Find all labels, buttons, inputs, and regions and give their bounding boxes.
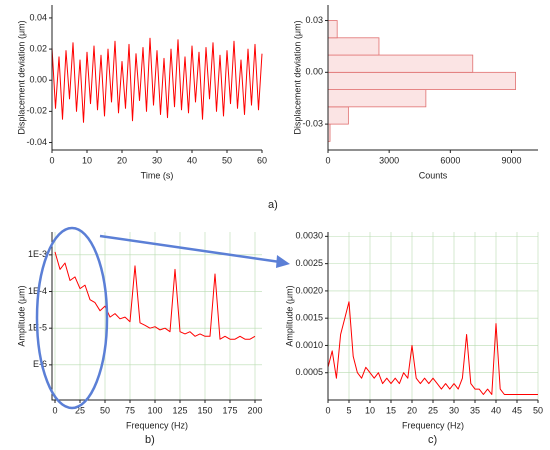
y-axis-label: Displacement deviation (μm) xyxy=(292,20,302,134)
x-axis-label: Frequency (Hz) xyxy=(126,420,188,430)
x-tick-label: 45 xyxy=(512,405,522,415)
y-tick-label: 0.0015 xyxy=(295,313,323,323)
x-tick-label: 10 xyxy=(82,155,92,165)
x-tick-label: 150 xyxy=(197,405,212,415)
y-tick-label: 0.00 xyxy=(29,75,47,85)
histogram-bar xyxy=(327,71,516,90)
y-tick-label: 0.00 xyxy=(305,67,323,77)
y-tick-label: E-6 xyxy=(33,359,47,369)
x-tick-label: 25 xyxy=(428,405,438,415)
y-tick-label: 1E-3 xyxy=(28,249,47,259)
histogram-bar xyxy=(327,89,427,108)
histogram-bar xyxy=(327,37,380,56)
x-tick-label: 25 xyxy=(75,405,85,415)
y-tick-label: 0.0020 xyxy=(295,285,323,295)
x-tick-label: 50 xyxy=(222,155,232,165)
x-tick-label: 6000 xyxy=(440,155,460,165)
x-tick-label: 5 xyxy=(346,405,351,415)
x-tick-label: 15 xyxy=(386,405,396,415)
y-tick-label: 0.03 xyxy=(305,15,323,25)
x-tick-label: 35 xyxy=(470,405,480,415)
x-tick-label: 9000 xyxy=(501,155,521,165)
x-tick-label: 40 xyxy=(187,155,197,165)
line-series xyxy=(54,251,256,340)
x-tick-label: 20 xyxy=(407,405,417,415)
panel-label: a) xyxy=(268,199,278,211)
y-tick-label: 0.0030 xyxy=(295,231,323,241)
x-tick-label: 50 xyxy=(533,405,543,415)
x-tick-label: 50 xyxy=(100,405,110,415)
x-tick-label: 100 xyxy=(147,405,162,415)
x-tick-label: 125 xyxy=(172,405,187,415)
line-series xyxy=(51,37,263,123)
y-tick-label: 0.02 xyxy=(29,43,47,53)
x-tick-label: 3000 xyxy=(379,155,399,165)
x-axis-label: Frequency (Hz) xyxy=(402,420,464,430)
x-tick-label: 30 xyxy=(152,155,162,165)
x-tick-label: 0 xyxy=(325,155,330,165)
y-axis-label: Amplitude (μm) xyxy=(284,285,294,346)
y-axis-label: Amplitude (μm) xyxy=(16,285,26,346)
histogram-bar xyxy=(327,20,338,39)
panel-label: b) xyxy=(145,434,155,446)
x-tick-label: 40 xyxy=(491,405,501,415)
axis-frame xyxy=(51,232,262,401)
x-tick-label: 0 xyxy=(52,405,57,415)
x-axis-label: Time (s) xyxy=(141,170,174,180)
x-tick-label: 75 xyxy=(125,405,135,415)
y-tick-label: -0.02 xyxy=(26,106,47,116)
y-tick-label: 0.0010 xyxy=(295,340,323,350)
y-tick-label: -0.03 xyxy=(302,118,323,128)
x-tick-label: 30 xyxy=(449,405,459,415)
axis-frame xyxy=(51,5,262,151)
panel-label: c) xyxy=(428,434,437,446)
y-tick-label: 0.0005 xyxy=(295,367,323,377)
y-tick-label: 0.04 xyxy=(29,12,47,22)
zoom-arrow xyxy=(99,234,281,264)
x-tick-label: 175 xyxy=(222,405,237,415)
x-tick-label: 10 xyxy=(365,405,375,415)
x-tick-label: 0 xyxy=(49,155,54,165)
highlight-ellipse xyxy=(35,226,109,410)
zoom-arrow-head xyxy=(276,255,290,268)
line-series xyxy=(327,301,538,395)
y-tick-label: 0.0025 xyxy=(295,258,323,268)
y-tick-label: -0.04 xyxy=(26,137,47,147)
y-axis-label: Displacement deviation (μm) xyxy=(16,20,26,134)
x-axis-label: Counts xyxy=(419,170,448,180)
x-tick-label: 200 xyxy=(247,405,262,415)
plots: 0 10 20 30 40 50 60-0.04-0.020.000.020.04Time … xyxy=(16,5,543,430)
x-tick-label: 60 xyxy=(257,155,267,165)
histogram-bar xyxy=(327,54,474,73)
histogram-bar xyxy=(327,106,349,125)
x-tick-label: 0 xyxy=(325,405,330,415)
x-tick-label: 20 xyxy=(117,155,127,165)
